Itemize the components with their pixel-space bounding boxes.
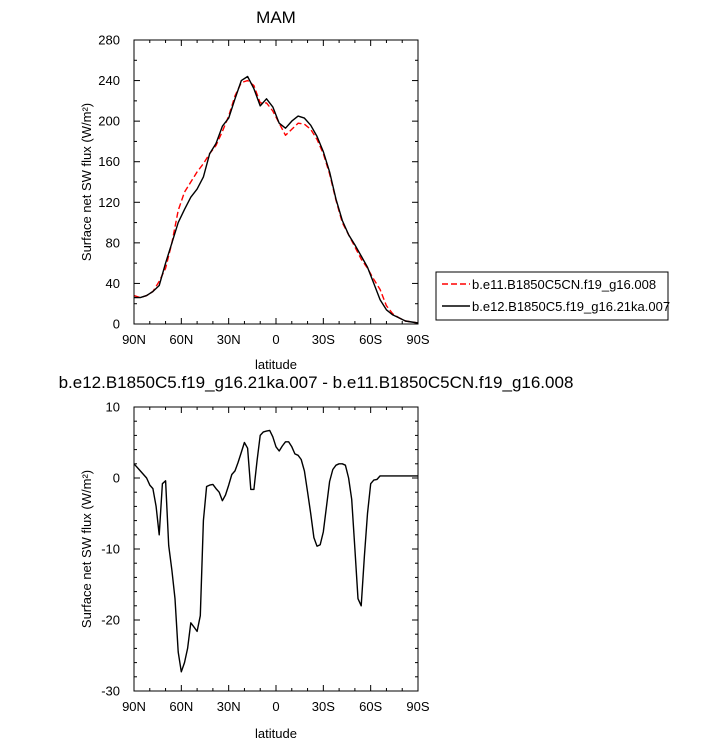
top-x-axis-label: latitude xyxy=(255,357,297,372)
top-y-tick-label: 80 xyxy=(106,235,120,250)
top-y-tick-label: 280 xyxy=(98,33,120,48)
bottom-y-tick-label: 10 xyxy=(106,400,120,415)
bottom-y-tick-label: 0 xyxy=(113,471,120,486)
bottom-x-tick-label: 90N xyxy=(122,699,146,714)
bottom-y-tick-label: -10 xyxy=(101,542,120,557)
bottom-y-axis-label: Surface net SW flux (W/m²) xyxy=(79,470,94,628)
top-y-tick-label: 40 xyxy=(106,276,120,291)
bottom-panel: b.e12.B1850C5.f19_g16.21ka.007 - b.e11.B… xyxy=(59,373,574,741)
top-plot-area xyxy=(133,75,419,324)
bottom-plot-area xyxy=(133,429,418,673)
bottom-x-tick-label: 30S xyxy=(312,699,335,714)
bottom-x-tick-label: 60N xyxy=(169,699,193,714)
bottom-y-tick-label: -30 xyxy=(101,684,120,699)
bottom-plot-frame xyxy=(133,406,419,692)
top-y-tick-label: 120 xyxy=(98,195,120,210)
top-x-tick-label: 0 xyxy=(272,332,279,347)
top-x-tick-label: 90S xyxy=(406,332,429,347)
top-y-axis-label: Surface net SW flux (W/m²) xyxy=(79,103,94,261)
top-y-tick-label: 0 xyxy=(113,317,120,332)
bottom-x-tick-label: 30N xyxy=(217,699,241,714)
top-axis-ticks: 90N 60N 30N 0 30S 60S 90S 0 40 80 120 160 200 240 280 xyxy=(98,33,430,348)
bottom-y-tick-label: -20 xyxy=(101,613,120,628)
bottom-x-tick-label: 60S xyxy=(359,699,382,714)
legend: b.e11.B1850C5CN.f19_g16.008 b.e12.B1850C… xyxy=(435,271,670,321)
bottom-x-tick-label: 0 xyxy=(272,699,279,714)
legend-label-series-1: b.e11.B1850C5CN.f19_g16.008 xyxy=(472,277,656,292)
bottom-x-axis-label: latitude xyxy=(255,726,297,741)
legend-box xyxy=(435,271,669,321)
bottom-series-line-1 xyxy=(133,429,418,673)
top-x-tick-label: 60N xyxy=(169,332,193,347)
bottom-chart-title: b.e12.B1850C5.f19_g16.21ka.007 - b.e11.B… xyxy=(59,373,574,392)
top-y-tick-label: 240 xyxy=(98,73,120,88)
top-x-tick-label: 60S xyxy=(359,332,382,347)
top-x-tick-label: 90N xyxy=(122,332,146,347)
bottom-x-tick-label: 90S xyxy=(406,699,429,714)
legend-label-series-2: b.e12.B1850C5.f19_g16.21ka.007 xyxy=(472,299,670,314)
top-y-tick-label: 200 xyxy=(98,114,120,129)
top-panel: MAM latitude Surface net SW flux (W/m²) … xyxy=(79,8,430,372)
top-x-tick-label: 30N xyxy=(217,332,241,347)
top-series-line-2 xyxy=(134,75,419,324)
top-plot-frame xyxy=(133,39,419,325)
top-x-tick-label: 30S xyxy=(312,332,335,347)
bottom-axis-ticks: 90N 60N 30N 0 30S 60S 90S -30 -20 -10 0 10 xyxy=(101,400,430,715)
top-y-tick-label: 160 xyxy=(98,154,120,169)
top-chart-title: MAM xyxy=(256,8,296,27)
